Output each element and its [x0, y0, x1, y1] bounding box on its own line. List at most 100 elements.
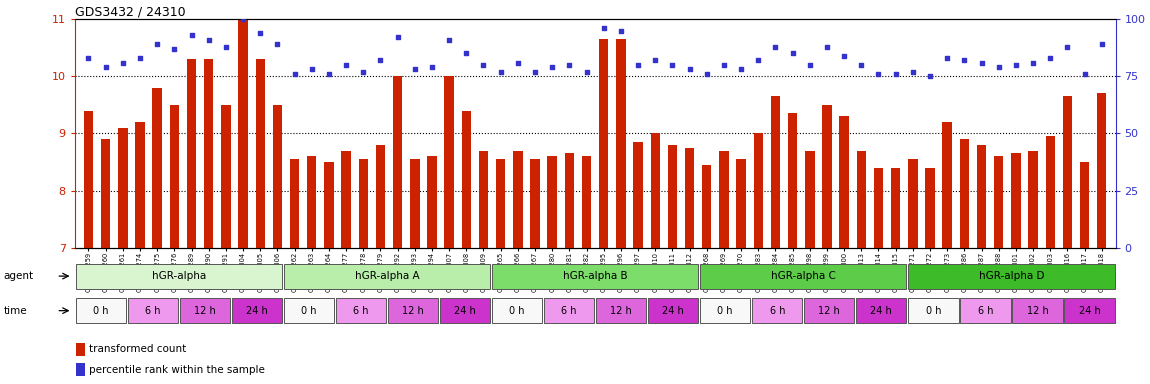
Text: 6 h: 6 h [145, 306, 161, 316]
Point [216, 43, 235, 50]
Bar [616, 39, 626, 248]
Text: 12 h: 12 h [819, 306, 841, 316]
Point [904, 69, 922, 75]
Bar [186, 59, 197, 248]
Bar [685, 148, 695, 248]
Bar [461, 111, 472, 248]
Point [629, 62, 647, 68]
Point [612, 28, 630, 34]
Bar [976, 145, 987, 248]
Point [131, 55, 150, 61]
Point [835, 53, 853, 59]
Bar [1080, 162, 1089, 248]
Point [1058, 43, 1076, 50]
Point [543, 64, 561, 70]
Point [233, 16, 252, 22]
Bar [1045, 136, 1055, 248]
Bar [702, 165, 712, 248]
Point [474, 62, 492, 68]
Bar [700, 264, 906, 288]
Bar [307, 156, 316, 248]
Point [869, 71, 888, 77]
Bar [204, 59, 214, 248]
Bar [393, 76, 402, 248]
Bar [238, 19, 247, 248]
Bar [118, 128, 128, 248]
Bar [770, 96, 780, 248]
Point [1075, 71, 1094, 77]
Bar [1012, 298, 1063, 323]
Bar [805, 151, 814, 248]
Bar [700, 298, 750, 323]
Text: hGR-alpha C: hGR-alpha C [770, 271, 836, 281]
Bar [496, 159, 505, 248]
Point [148, 41, 167, 47]
Point [887, 71, 905, 77]
Bar [76, 298, 125, 323]
Bar [651, 134, 660, 248]
Text: 0 h: 0 h [301, 306, 316, 316]
Bar [84, 111, 93, 248]
Point [766, 43, 784, 50]
Bar [478, 151, 489, 248]
Point [783, 50, 802, 56]
Bar [273, 105, 282, 248]
Point [818, 43, 836, 50]
Text: 6 h: 6 h [353, 306, 369, 316]
Point [852, 62, 871, 68]
Bar [342, 151, 351, 248]
Bar [547, 156, 557, 248]
Text: 6 h: 6 h [561, 306, 577, 316]
Bar [492, 264, 698, 288]
Bar [959, 139, 969, 248]
Bar [874, 168, 883, 248]
Bar [908, 264, 1114, 288]
Bar [440, 298, 490, 323]
Bar [822, 105, 831, 248]
Point [79, 55, 98, 61]
Bar [649, 298, 698, 323]
Point [973, 60, 991, 66]
Point [183, 32, 201, 38]
Point [698, 71, 716, 77]
Bar [179, 298, 230, 323]
Bar [752, 298, 803, 323]
Text: 12 h: 12 h [1027, 306, 1049, 316]
Bar [668, 145, 677, 248]
Point [285, 71, 304, 77]
Bar [719, 151, 729, 248]
Point [440, 37, 459, 43]
Bar [290, 159, 299, 248]
Point [577, 69, 596, 75]
Point [97, 64, 115, 70]
Bar [76, 264, 282, 288]
Point [337, 62, 355, 68]
Bar [336, 298, 386, 323]
Text: 24 h: 24 h [454, 306, 476, 316]
Bar [1097, 93, 1106, 248]
Bar [565, 154, 574, 248]
Text: hGR-alpha A: hGR-alpha A [354, 271, 420, 281]
Bar [376, 145, 385, 248]
Point [646, 57, 665, 63]
Bar [926, 168, 935, 248]
Bar [428, 156, 437, 248]
Point [320, 71, 338, 77]
Bar [1028, 151, 1037, 248]
Bar [994, 156, 1004, 248]
Bar [804, 298, 854, 323]
Point [114, 60, 132, 66]
Text: GDS3432 / 24310: GDS3432 / 24310 [75, 5, 185, 18]
Bar [943, 122, 952, 248]
Text: 6 h: 6 h [769, 306, 785, 316]
Point [166, 46, 184, 52]
Point [664, 62, 682, 68]
Bar [530, 159, 539, 248]
Point [406, 66, 424, 73]
Point [302, 66, 321, 73]
Bar [599, 39, 608, 248]
Point [938, 55, 957, 61]
Text: 0 h: 0 h [93, 306, 108, 316]
Point [423, 64, 442, 70]
Bar [492, 298, 542, 323]
